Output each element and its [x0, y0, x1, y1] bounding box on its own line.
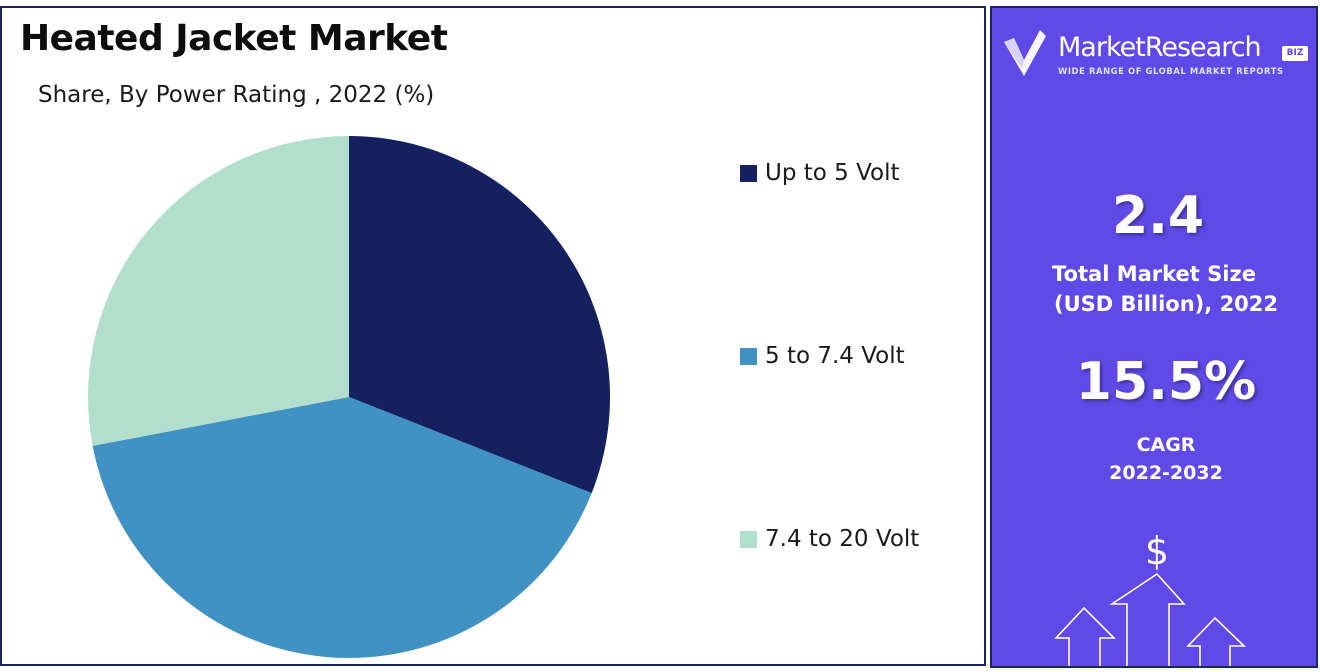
summary-panel: MarketResearch BIZ WIDE RANGE OF GLOBAL … [990, 6, 1318, 668]
cagr-period-label: 2022-2032 [1109, 462, 1223, 484]
legend-label: 7.4 to 20 Volt [765, 526, 920, 552]
legend-swatch [740, 347, 757, 365]
dollar-sign: $ [1145, 529, 1169, 573]
brand-tagline: WIDE RANGE OF GLOBAL MARKET REPORTS [1058, 66, 1284, 76]
chart-title: Heated Jacket Market [20, 18, 448, 59]
legend-item: 7.4 to 20 Volt [740, 526, 919, 552]
market-size-unit-label: (USD Billion), 2022 [1053, 292, 1279, 316]
legend-item: Up to 5 Volt [740, 160, 900, 186]
legend-swatch [740, 530, 757, 548]
brand-name: MarketResearch [1058, 32, 1262, 63]
legend-swatch [740, 164, 757, 182]
chart-subtitle: Share, By Power Rating , 2022 (%) [38, 82, 435, 108]
pie-slice-5-to-7-4-volt [92, 397, 592, 659]
chart-panel: Heated Jacket Market Share, By Power Rat… [0, 6, 986, 666]
check-v-logo-icon [1004, 30, 1046, 76]
brand-logo: MarketResearch BIZ WIDE RANGE OF GLOBAL … [1002, 28, 1314, 88]
legend-item: 5 to 7.4 Volt [740, 343, 905, 369]
pie-slice-up-to-5-volt [349, 136, 610, 494]
brand-badge: BIZ [1282, 46, 1308, 61]
cagr-value: 15.5% [1075, 352, 1257, 412]
cagr-label: CAGR [1136, 434, 1196, 456]
pie-slice-7-4-to-20-volt [87, 136, 349, 446]
legend-label: 5 to 7.4 Volt [765, 343, 905, 369]
legend-label: Up to 5 Volt [765, 160, 900, 186]
pie-chart [87, 136, 610, 659]
market-size-value: 2.4 [1111, 186, 1205, 246]
dollar-growth-arrows-icon: $ [1054, 529, 1246, 666]
market-size-label: Total Market Size [1052, 262, 1256, 286]
